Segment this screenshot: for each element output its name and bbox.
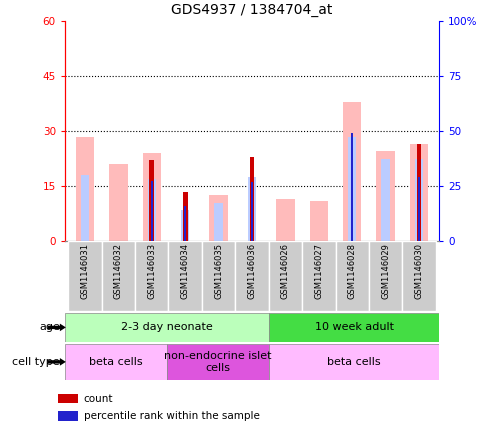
Bar — [418, 177, 420, 241]
Bar — [310, 201, 328, 241]
Bar — [269, 344, 439, 380]
Text: cell type: cell type — [12, 357, 60, 367]
Text: GSM1146034: GSM1146034 — [181, 243, 190, 299]
Bar — [81, 175, 89, 241]
Bar — [248, 177, 256, 241]
Text: GSM1146032: GSM1146032 — [114, 243, 123, 299]
Bar — [381, 159, 390, 241]
Text: GSM1146027: GSM1146027 — [314, 243, 323, 299]
Text: percentile rank within the sample: percentile rank within the sample — [84, 411, 259, 421]
Text: GSM1146031: GSM1146031 — [80, 243, 89, 299]
Text: beta cells: beta cells — [327, 357, 381, 367]
Bar — [369, 241, 402, 311]
Text: GSM1146033: GSM1146033 — [147, 243, 156, 299]
Bar — [402, 241, 436, 311]
Bar — [148, 179, 156, 241]
Bar — [302, 241, 335, 311]
Bar — [376, 151, 395, 241]
Bar — [76, 137, 94, 241]
Text: GSM1146029: GSM1146029 — [381, 243, 390, 299]
Text: beta cells: beta cells — [89, 357, 143, 367]
Bar — [181, 210, 189, 241]
Bar — [415, 159, 423, 241]
Bar — [65, 313, 269, 342]
Bar — [351, 133, 353, 241]
Bar — [143, 153, 161, 241]
Bar — [215, 203, 223, 241]
Text: 10 week adult: 10 week adult — [314, 322, 394, 332]
Text: GSM1146035: GSM1146035 — [214, 243, 223, 299]
Bar — [417, 144, 422, 241]
Text: non-endocrine islet
cells: non-endocrine islet cells — [164, 351, 272, 373]
Bar — [335, 241, 369, 311]
Bar — [410, 144, 428, 241]
Title: GDS4937 / 1384704_at: GDS4937 / 1384704_at — [171, 3, 333, 17]
Text: 2-3 day neonate: 2-3 day neonate — [121, 322, 213, 332]
Bar — [184, 206, 186, 241]
Bar — [65, 344, 167, 380]
Bar — [236, 241, 268, 311]
Text: GSM1146028: GSM1146028 — [348, 243, 357, 299]
Bar — [169, 241, 202, 311]
Text: count: count — [84, 393, 113, 404]
Bar — [202, 241, 236, 311]
Text: GSM1146026: GSM1146026 — [281, 243, 290, 299]
Bar — [343, 102, 361, 241]
Text: GSM1146036: GSM1146036 — [248, 243, 256, 299]
Bar — [276, 199, 294, 241]
Bar — [68, 241, 102, 311]
Bar — [151, 181, 153, 241]
Bar — [250, 157, 254, 241]
Bar — [109, 164, 128, 241]
Bar — [210, 195, 228, 241]
Bar — [268, 241, 302, 311]
Text: GSM1146030: GSM1146030 — [415, 243, 424, 299]
Bar — [58, 412, 78, 421]
Bar — [348, 137, 356, 241]
Bar — [251, 182, 253, 241]
Bar — [183, 192, 188, 241]
Text: age: age — [39, 322, 60, 332]
Bar — [58, 394, 78, 404]
Bar — [167, 344, 269, 380]
Bar — [149, 160, 154, 241]
Bar — [269, 313, 439, 342]
Bar — [102, 241, 135, 311]
Bar — [135, 241, 169, 311]
